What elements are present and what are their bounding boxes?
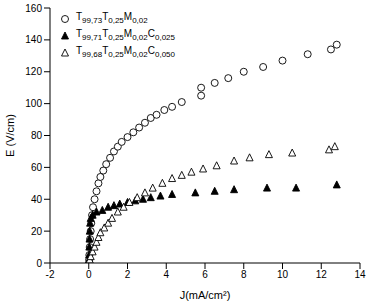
svg-text:60: 60 [31,162,43,173]
svg-text:J(mA/cm²): J(mA/cm²) [180,289,231,301]
svg-text:100: 100 [25,98,42,109]
svg-text:-2: -2 [46,269,55,280]
svg-text:0: 0 [86,269,92,280]
svg-text:E (V/cm): E (V/cm) [8,114,16,157]
svg-text:14: 14 [354,269,366,280]
svg-text:120: 120 [25,66,42,77]
html-text:T99,68T0,25M0,02C0,050: T99,68T0,25M0,02C0,050 [76,45,175,59]
svg-text:12: 12 [316,269,328,280]
svg-text:80: 80 [31,130,43,141]
svg-text:10: 10 [277,269,289,280]
svg-text:8: 8 [241,269,247,280]
svg-text:6: 6 [202,269,208,280]
svg-text:20: 20 [31,226,43,237]
html-text:T99,73T0,25M0,02: T99,73T0,25M0,02 [76,11,148,25]
svg-text:40: 40 [31,194,43,205]
svg-text:140: 140 [25,34,42,45]
svg-text:2: 2 [125,269,131,280]
svg-text:4: 4 [163,269,169,280]
svg-text:0: 0 [36,258,42,269]
html-text:T99,71T0,25M0,02C0,025: T99,71T0,25M0,02C0,025 [76,28,175,42]
svg-text:160: 160 [25,3,42,14]
